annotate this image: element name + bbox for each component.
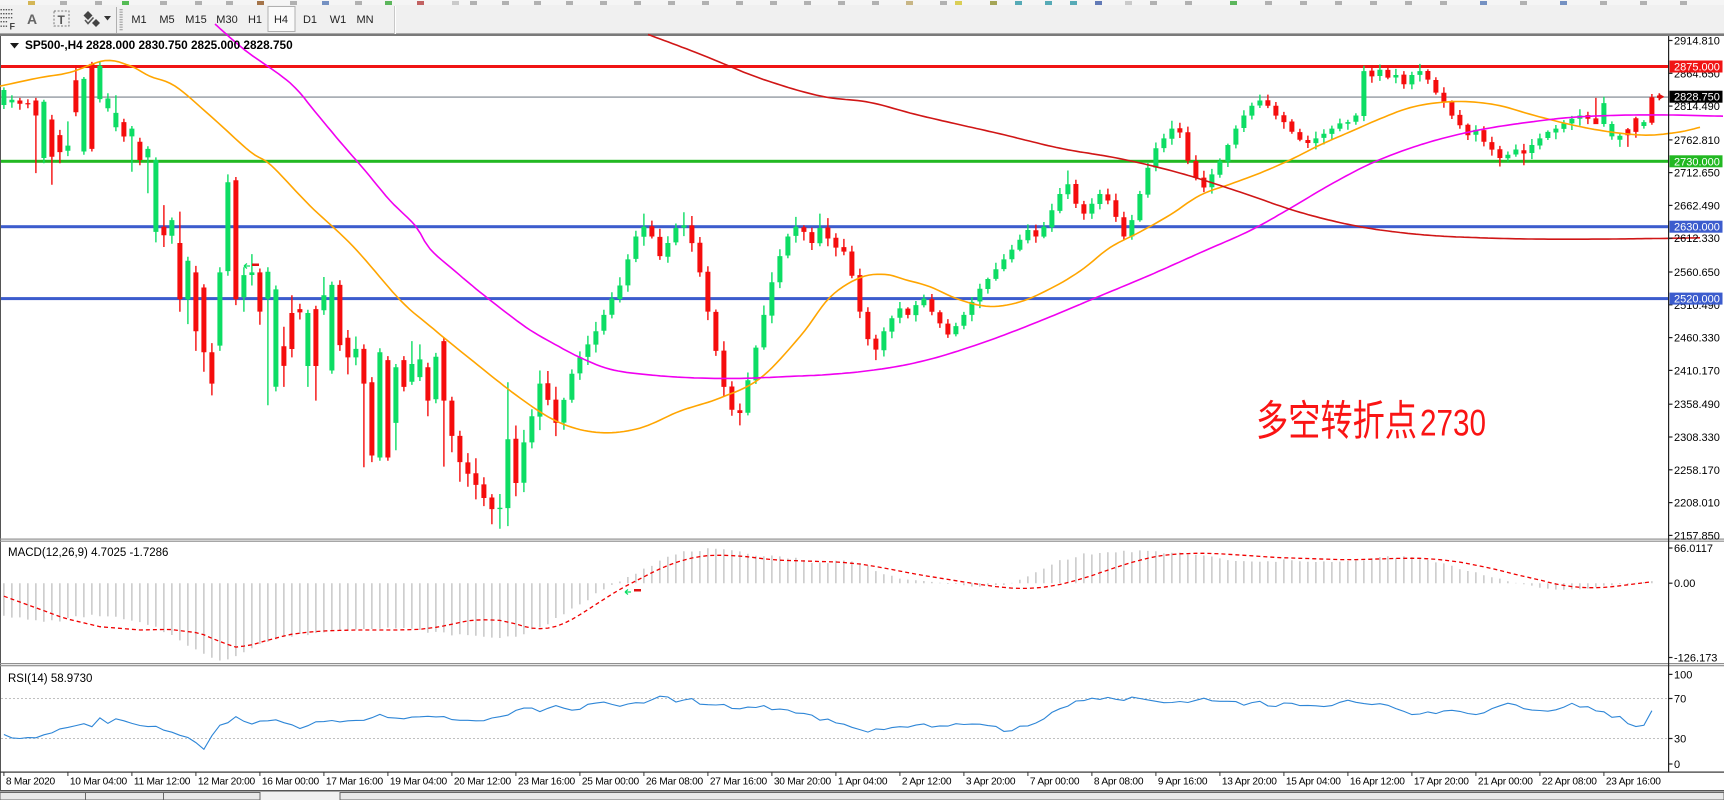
svg-text:W1: W1 bbox=[330, 14, 347, 26]
svg-text:F: F bbox=[10, 22, 16, 32]
svg-text:2875.000: 2875.000 bbox=[1674, 62, 1720, 74]
svg-text:M30: M30 bbox=[216, 14, 237, 26]
svg-text:19 Mar 04:00: 19 Mar 04:00 bbox=[390, 777, 448, 788]
svg-text:12 Mar 20:00: 12 Mar 20:00 bbox=[198, 777, 256, 788]
svg-text:10 Mar 04:00: 10 Mar 04:00 bbox=[70, 777, 128, 788]
svg-text:0: 0 bbox=[1674, 759, 1680, 771]
svg-text:2157.850: 2157.850 bbox=[1674, 530, 1720, 542]
svg-text:2358.490: 2358.490 bbox=[1674, 399, 1720, 411]
svg-text:H4: H4 bbox=[274, 14, 288, 26]
svg-text:26 Mar 08:00: 26 Mar 08:00 bbox=[646, 777, 704, 788]
svg-text:30 Mar 20:00: 30 Mar 20:00 bbox=[774, 777, 832, 788]
svg-text:MN: MN bbox=[356, 14, 373, 26]
svg-text:2208.010: 2208.010 bbox=[1674, 498, 1720, 510]
svg-text:A: A bbox=[27, 11, 37, 27]
svg-text:3 Apr 20:00: 3 Apr 20:00 bbox=[966, 777, 1016, 788]
svg-text:23 Apr 16:00: 23 Apr 16:00 bbox=[1606, 777, 1661, 788]
svg-text:1 Apr 04:00: 1 Apr 04:00 bbox=[838, 777, 888, 788]
svg-text:17 Mar 16:00: 17 Mar 16:00 bbox=[326, 777, 384, 788]
svg-text:M5: M5 bbox=[159, 14, 174, 26]
svg-text:25 Mar 00:00: 25 Mar 00:00 bbox=[582, 777, 640, 788]
svg-text:2 Apr 12:00: 2 Apr 12:00 bbox=[902, 777, 952, 788]
svg-text:2730.000: 2730.000 bbox=[1674, 156, 1720, 168]
svg-text:2560.650: 2560.650 bbox=[1674, 267, 1720, 279]
svg-text:2828.750: 2828.750 bbox=[1674, 92, 1720, 104]
svg-text:20 Mar 12:00: 20 Mar 12:00 bbox=[454, 777, 512, 788]
svg-text:2630.000: 2630.000 bbox=[1674, 222, 1720, 234]
svg-text:11 Mar 12:00: 11 Mar 12:00 bbox=[134, 777, 191, 788]
svg-text:16 Mar 00:00: 16 Mar 00:00 bbox=[262, 777, 320, 788]
svg-text:9 Apr 16:00: 9 Apr 16:00 bbox=[1158, 777, 1208, 788]
svg-text:T: T bbox=[58, 13, 66, 27]
svg-text:RSI(14) 58.9730: RSI(14) 58.9730 bbox=[8, 673, 92, 685]
svg-text:2712.650: 2712.650 bbox=[1674, 168, 1720, 180]
svg-text:2308.330: 2308.330 bbox=[1674, 432, 1720, 444]
svg-text:100: 100 bbox=[1674, 669, 1692, 681]
svg-text:0.00: 0.00 bbox=[1674, 578, 1695, 590]
svg-text:16 Apr 12:00: 16 Apr 12:00 bbox=[1350, 777, 1405, 788]
svg-text:2520.000: 2520.000 bbox=[1674, 294, 1720, 306]
svg-text:21 Apr 00:00: 21 Apr 00:00 bbox=[1478, 777, 1533, 788]
svg-text:15 Apr 04:00: 15 Apr 04:00 bbox=[1286, 777, 1341, 788]
svg-text:2612.330: 2612.330 bbox=[1674, 233, 1720, 245]
svg-text:7 Apr 00:00: 7 Apr 00:00 bbox=[1030, 777, 1080, 788]
svg-text:23 Mar 16:00: 23 Mar 16:00 bbox=[518, 777, 576, 788]
svg-text:H1: H1 bbox=[248, 14, 262, 26]
svg-text:2662.490: 2662.490 bbox=[1674, 200, 1720, 212]
svg-text:M1: M1 bbox=[131, 14, 146, 26]
svg-text:30: 30 bbox=[1674, 734, 1686, 746]
svg-text:22 Apr 08:00: 22 Apr 08:00 bbox=[1542, 777, 1597, 788]
svg-text:66.0117: 66.0117 bbox=[1674, 543, 1713, 555]
svg-text:13 Apr 20:00: 13 Apr 20:00 bbox=[1222, 777, 1277, 788]
svg-text:MACD(12,26,9) 4.7025 -1.7286: MACD(12,26,9) 4.7025 -1.7286 bbox=[8, 547, 168, 559]
svg-text:2460.330: 2460.330 bbox=[1674, 333, 1720, 345]
svg-text:8 Apr 08:00: 8 Apr 08:00 bbox=[1094, 777, 1144, 788]
svg-text:2762.810: 2762.810 bbox=[1674, 135, 1720, 147]
svg-text:D1: D1 bbox=[303, 14, 317, 26]
svg-text:17 Apr 20:00: 17 Apr 20:00 bbox=[1414, 777, 1469, 788]
svg-text:70: 70 bbox=[1674, 694, 1686, 706]
svg-text:2914.810: 2914.810 bbox=[1674, 36, 1720, 48]
svg-text:2730: 2730 bbox=[1420, 402, 1486, 444]
svg-text:M15: M15 bbox=[185, 14, 206, 26]
svg-text:2814.490: 2814.490 bbox=[1674, 101, 1720, 113]
svg-text:27 Mar 16:00: 27 Mar 16:00 bbox=[710, 777, 768, 788]
svg-text:SP500-,H4 2828.000 2830.750 2: SP500-,H4 2828.000 2830.750 2825.000 282… bbox=[25, 38, 293, 52]
svg-text:2258.170: 2258.170 bbox=[1674, 465, 1720, 477]
svg-text:2410.170: 2410.170 bbox=[1674, 365, 1720, 377]
svg-text:-126.173: -126.173 bbox=[1674, 653, 1717, 665]
svg-text:8 Mar 2020: 8 Mar 2020 bbox=[6, 777, 56, 788]
